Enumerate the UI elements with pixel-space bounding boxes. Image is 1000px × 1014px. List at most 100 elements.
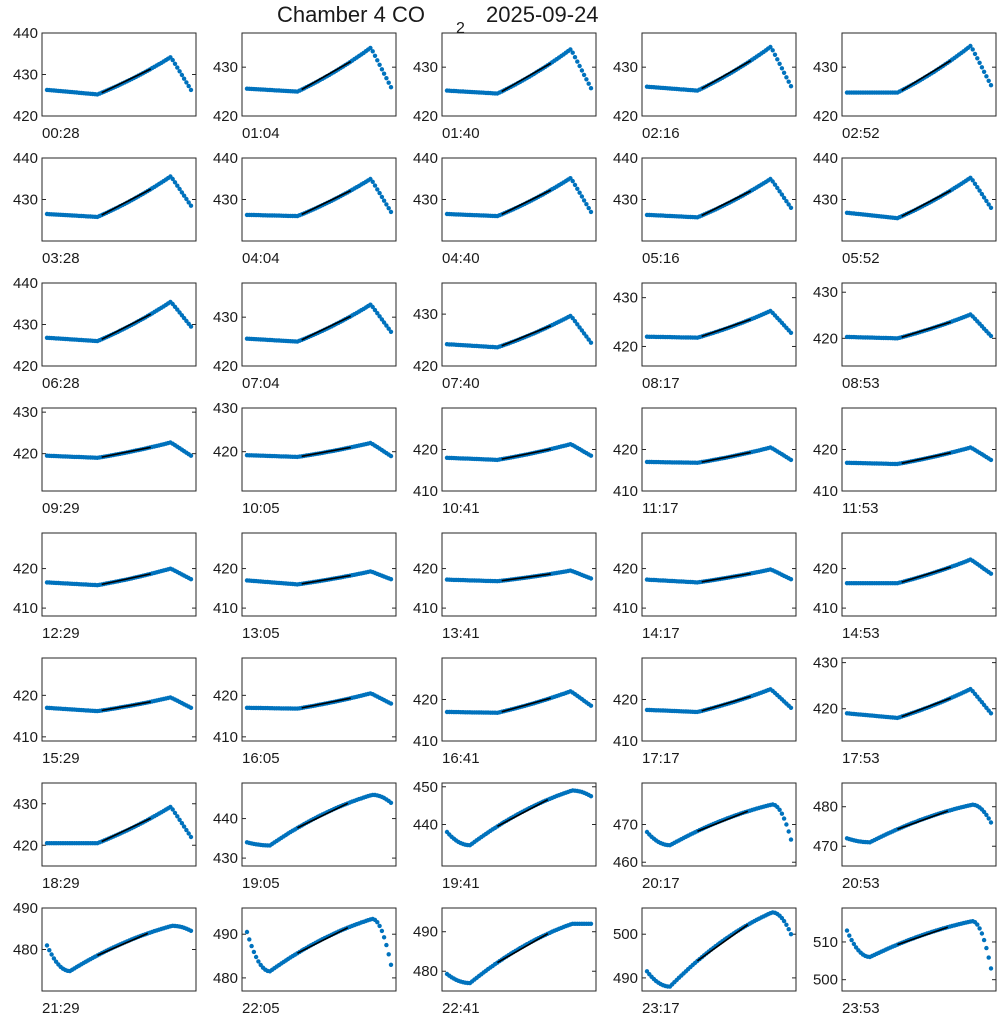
- data-point: [372, 53, 378, 58]
- panel-time-label: 09:29: [42, 500, 80, 517]
- data-point: [586, 81, 591, 86]
- figure-title: Chamber 4 CO: [277, 2, 425, 27]
- data-point: [986, 955, 991, 960]
- data-point: [775, 185, 780, 191]
- fit-line: [301, 60, 352, 91]
- data-point: [770, 179, 775, 184]
- fit-line: [101, 446, 151, 458]
- data-point: [784, 199, 789, 204]
- y-tick-label: 420: [613, 442, 638, 459]
- panel-time-label: 08:53: [842, 375, 880, 392]
- panel-grid: 42043044000:2842043001:0442043001:404204…: [13, 25, 997, 1014]
- axes-frame: [841, 157, 997, 242]
- panel: 410 420 11:17: [613, 407, 797, 517]
- fit-line: [501, 62, 552, 93]
- y-tick-label: 430: [813, 655, 838, 672]
- fit-line: [497, 933, 549, 964]
- fit-line: [301, 574, 351, 585]
- fit-line: [101, 701, 151, 712]
- data-point: [386, 80, 391, 85]
- panel: 410 420 16:05: [213, 657, 397, 767]
- panel: 420 430 01:40: [413, 32, 597, 142]
- panel-time-label: 14:53: [842, 625, 880, 642]
- fit-line: [497, 798, 549, 828]
- fit-line: [297, 926, 349, 954]
- data-point: [188, 87, 194, 93]
- y-tick-label: 490: [213, 926, 238, 943]
- data-point: [975, 922, 980, 927]
- y-tick-label: 430: [213, 309, 238, 326]
- data-point: [970, 178, 975, 183]
- axes-frame: [241, 157, 397, 242]
- data-point: [575, 59, 580, 64]
- data-point: [788, 932, 794, 937]
- panel: 410 420 17:17: [613, 657, 797, 767]
- data-point: [784, 922, 789, 927]
- y-tick-label: 480: [413, 963, 438, 980]
- data-point: [984, 812, 989, 818]
- y-tick-label: 420: [813, 561, 838, 578]
- data-point: [184, 827, 189, 833]
- data-point: [581, 331, 587, 336]
- data-point: [988, 333, 994, 339]
- panel: 430 440 19:05: [213, 782, 397, 892]
- data-point: [381, 935, 387, 940]
- data-point: [179, 72, 185, 78]
- fit-line: [697, 810, 749, 832]
- data-point: [581, 72, 587, 78]
- data-point: [377, 314, 382, 319]
- data-point: [979, 65, 985, 70]
- fit-line: [901, 189, 952, 218]
- data-point: [586, 205, 591, 211]
- y-tick-label: 430: [413, 306, 438, 323]
- data-point: [256, 959, 261, 964]
- data-point: [188, 577, 194, 582]
- y-tick-label: 440: [13, 275, 38, 292]
- data-point: [784, 822, 789, 827]
- y-tick-label: 430: [13, 796, 38, 813]
- fit-line: [897, 810, 949, 831]
- y-tick-label: 440: [213, 811, 238, 828]
- y-tick-label: 430: [813, 192, 838, 209]
- axes-frame: [41, 782, 197, 867]
- y-tick-label: 420: [413, 108, 438, 125]
- data-point: [384, 942, 389, 948]
- data-point: [786, 79, 791, 84]
- y-tick-label: 440: [213, 150, 238, 167]
- y-tick-label: 410: [213, 600, 238, 617]
- y-tick-label: 410: [13, 729, 38, 746]
- y-tick-label: 510: [813, 934, 838, 951]
- fit-line: [901, 451, 951, 465]
- y-tick-label: 420: [13, 446, 38, 463]
- y-tick-label: 430: [413, 192, 438, 209]
- panel-time-label: 05:52: [842, 250, 880, 267]
- axes-frame: [241, 282, 397, 367]
- data-point: [779, 192, 785, 197]
- fit-line: [701, 190, 752, 217]
- y-tick-label: 430: [413, 59, 438, 76]
- data-point: [788, 837, 794, 842]
- y-tick-label: 420: [813, 108, 838, 125]
- y-tick-label: 430: [13, 404, 38, 421]
- fit-line: [297, 802, 349, 829]
- y-tick-label: 420: [813, 442, 838, 459]
- fit-line: [696, 924, 749, 962]
- axes-frame: [441, 782, 597, 867]
- data-point: [177, 817, 182, 822]
- y-tick-label: 410: [613, 600, 638, 617]
- data-point: [170, 57, 175, 63]
- data-point: [972, 181, 978, 186]
- y-tick-label: 440: [13, 150, 38, 167]
- y-tick-label: 410: [813, 483, 838, 500]
- panel-time-label: 02:52: [842, 125, 880, 142]
- fit-line: [501, 189, 552, 216]
- fit-line: [101, 817, 152, 843]
- panel-time-label: 17:17: [642, 750, 680, 767]
- data-point: [588, 340, 594, 345]
- panel-time-label: 01:04: [242, 125, 280, 142]
- axes-frame: [241, 32, 397, 117]
- y-tick-label: 460: [613, 854, 638, 871]
- y-tick-label: 420: [413, 561, 438, 578]
- data-point: [251, 949, 257, 955]
